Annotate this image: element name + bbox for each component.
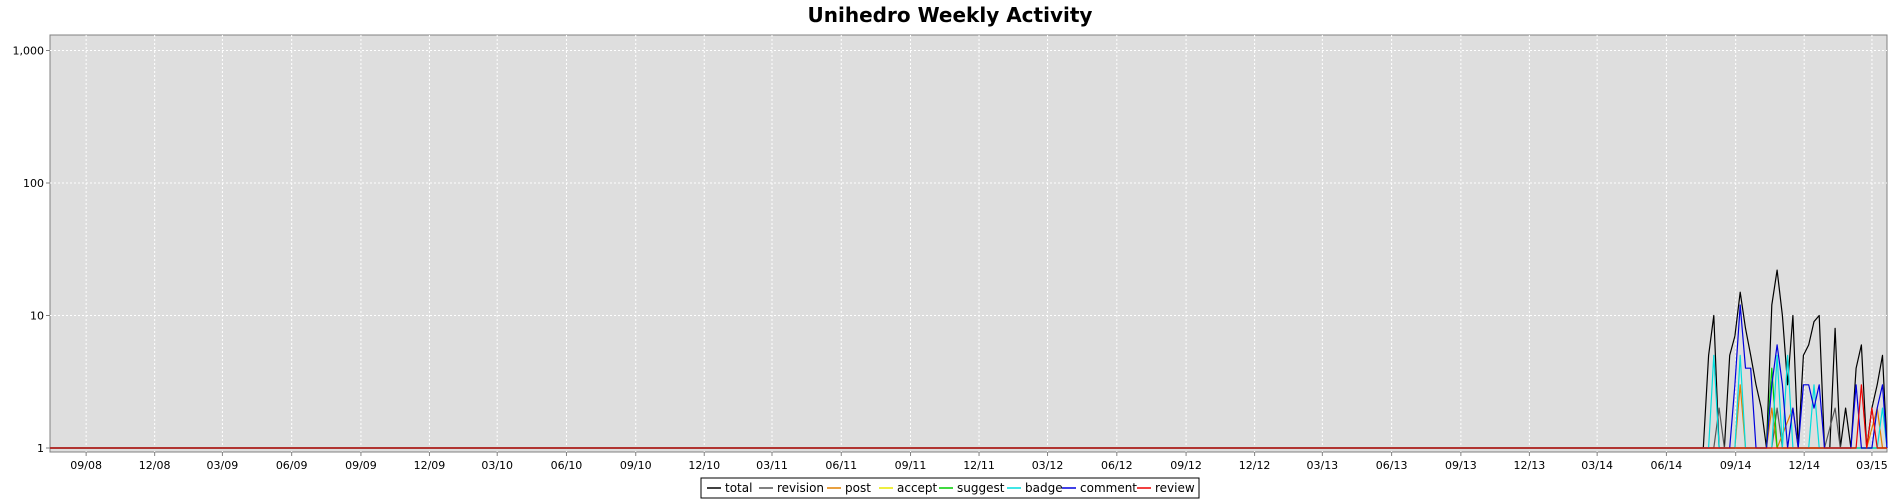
x-tick-label: 03/11 bbox=[756, 459, 788, 472]
x-tick-label: 12/12 bbox=[1239, 459, 1271, 472]
x-tick-label: 12/11 bbox=[963, 459, 995, 472]
y-tick-label: 1 bbox=[37, 442, 44, 455]
x-tick-label: 03/13 bbox=[1306, 459, 1338, 472]
x-tick-label: 03/10 bbox=[481, 459, 513, 472]
legend-label-review: review bbox=[1155, 481, 1195, 495]
x-tick-label: 09/10 bbox=[620, 459, 652, 472]
x-tick-label: 12/09 bbox=[414, 459, 446, 472]
x-tick-label: 12/13 bbox=[1514, 459, 1546, 472]
x-tick-label: 06/12 bbox=[1101, 459, 1133, 472]
x-tick-label: 03/09 bbox=[207, 459, 239, 472]
legend: total revision post accept suggest badge comme… bbox=[700, 477, 1200, 499]
x-tick-label: 12/10 bbox=[688, 459, 720, 472]
x-tick-label: 06/13 bbox=[1376, 459, 1408, 472]
legend-label-revision: revision bbox=[777, 481, 824, 495]
y-axis: 1 10 100 1,000 bbox=[13, 44, 50, 455]
plot-background bbox=[49, 34, 1888, 453]
x-tick-label: 09/08 bbox=[70, 459, 102, 472]
grid-lines bbox=[50, 35, 1887, 452]
y-tick-label: 100 bbox=[23, 177, 44, 190]
x-tick-label: 12/14 bbox=[1788, 459, 1820, 472]
x-tick-label: 03/15 bbox=[1856, 459, 1888, 472]
legend-label-suggest: suggest bbox=[957, 481, 1005, 495]
legend-label-accept: accept bbox=[897, 481, 938, 495]
x-tick-label: 03/14 bbox=[1581, 459, 1613, 472]
x-tick-label: 03/12 bbox=[1032, 459, 1064, 472]
y-tick-label: 10 bbox=[30, 309, 44, 322]
chart-title: Unihedro Weekly Activity bbox=[807, 3, 1093, 27]
x-tick-label: 06/14 bbox=[1651, 459, 1683, 472]
x-tick-label: 09/09 bbox=[345, 459, 377, 472]
x-tick-label: 06/10 bbox=[551, 459, 583, 472]
x-tick-label: 06/09 bbox=[276, 459, 308, 472]
x-tick-label: 09/12 bbox=[1170, 459, 1202, 472]
series-line-comment bbox=[50, 304, 1888, 449]
legend-label-comment: comment bbox=[1080, 481, 1137, 495]
x-tick-label: 09/13 bbox=[1445, 459, 1477, 472]
x-tick-label: 12/08 bbox=[139, 459, 171, 472]
series-lines bbox=[50, 269, 1888, 449]
legend-label-badge: badge bbox=[1025, 481, 1063, 495]
x-tick-label: 06/11 bbox=[825, 459, 857, 472]
series-line-total bbox=[50, 269, 1888, 449]
x-axis: 09/08 12/08 03/09 06/09 09/09 12/09 03/10 06/10… bbox=[70, 452, 1888, 472]
legend-label-post: post bbox=[845, 481, 871, 495]
x-tick-label: 09/14 bbox=[1720, 459, 1752, 472]
series-line-review bbox=[50, 384, 1887, 449]
y-tick-label: 1,000 bbox=[13, 44, 45, 57]
legend-label-total: total bbox=[725, 481, 752, 495]
x-tick-label: 09/11 bbox=[895, 459, 927, 472]
